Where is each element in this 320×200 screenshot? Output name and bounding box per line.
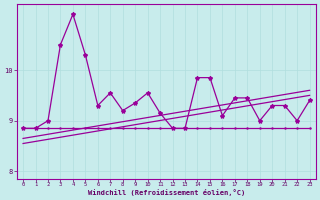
X-axis label: Windchill (Refroidissement éolien,°C): Windchill (Refroidissement éolien,°C) xyxy=(88,189,245,196)
